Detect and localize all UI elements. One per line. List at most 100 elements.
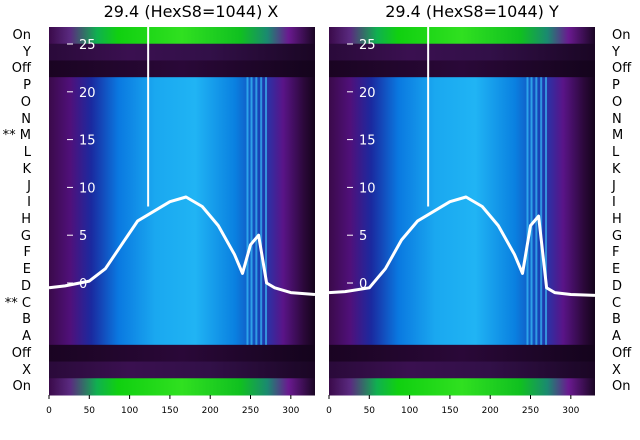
- x-tick-label: 100: [401, 406, 419, 416]
- row-label: ** C: [4, 295, 31, 311]
- row-label: B: [22, 312, 31, 328]
- heatmap-row: [49, 144, 315, 162]
- row-label: Off: [612, 61, 632, 77]
- heatmap-row: [329, 227, 595, 245]
- y-tick-label: 20: [359, 86, 376, 101]
- row-label: M: [612, 128, 624, 144]
- row-label: L: [23, 145, 31, 161]
- heatmap-row: [49, 378, 315, 396]
- y-tick-label: 20: [79, 86, 96, 101]
- y-tick-label: 10: [79, 181, 96, 196]
- x-tick-label: 200: [481, 406, 499, 416]
- heatmap-row: [49, 227, 315, 245]
- row-label: B: [612, 312, 621, 328]
- heatmap-streak: [255, 77, 258, 345]
- row-label: E: [612, 262, 621, 278]
- row-label: O: [612, 94, 623, 110]
- heatmap-row: [49, 93, 315, 112]
- row-label: On: [12, 28, 31, 43]
- row-label: P: [612, 78, 620, 94]
- heatmap-streak: [265, 77, 268, 345]
- heatmap-streak: [526, 77, 529, 345]
- x-tick-label: 0: [46, 406, 52, 416]
- y-tick-label: 15: [359, 134, 376, 149]
- heatmap-row: [49, 328, 315, 346]
- heatmap-row: [49, 261, 315, 279]
- heatmap-streak: [535, 77, 538, 345]
- row-label: G: [612, 228, 623, 244]
- row-label: Y: [612, 44, 620, 60]
- heatmap-row: [49, 311, 315, 329]
- y-tick-label: 0: [359, 277, 367, 292]
- row-label: ** M: [2, 128, 31, 144]
- heatmap-row: [329, 344, 595, 363]
- heatmap-row: [329, 294, 595, 312]
- heatmap-row: [329, 244, 595, 262]
- row-label: A: [612, 329, 621, 345]
- row-label: J: [612, 178, 616, 194]
- row-label: F: [23, 245, 31, 261]
- heatmap-row: [49, 60, 315, 78]
- heatmap-row: [49, 43, 315, 61]
- heatmap-row: [329, 378, 595, 396]
- heatmap-streak: [540, 77, 543, 345]
- row-label: N: [612, 111, 622, 127]
- x-tick-label: 300: [282, 406, 300, 416]
- heatmap-row: [329, 211, 595, 229]
- heatmap-row: [49, 110, 315, 128]
- heatmap-streak: [530, 77, 533, 345]
- chart-title-y: 29.4 (HexS8=1044) Y: [385, 2, 559, 21]
- heatmap-row: [49, 277, 315, 296]
- y-tick-label: 5: [359, 229, 367, 244]
- row-label: D: [20, 278, 31, 294]
- row-label: K: [22, 161, 31, 177]
- heatmap-row: [329, 177, 595, 195]
- heatmap-row: [49, 344, 315, 363]
- heatmap-row: [329, 93, 595, 112]
- y-tick-label: 15: [79, 134, 96, 149]
- heatmap-row: [329, 144, 595, 162]
- heatmap-row: [49, 77, 315, 95]
- row-label: H: [21, 212, 31, 227]
- heatmap-row: [329, 60, 595, 78]
- row-label: G: [20, 228, 31, 244]
- heatmap-row: [329, 77, 595, 95]
- row-label: On: [12, 379, 31, 395]
- row-label: C: [612, 295, 622, 311]
- x-tick-label: 100: [121, 406, 139, 416]
- row-label: N: [21, 111, 31, 127]
- row-label: J: [27, 178, 31, 194]
- heatmap-row: [49, 27, 315, 45]
- heatmap-streak: [250, 77, 253, 345]
- heatmap-row: [49, 127, 315, 145]
- heatmap-row: [49, 244, 315, 262]
- heatmap-row: [49, 194, 315, 212]
- row-label: E: [22, 262, 31, 278]
- heatmap-row: [329, 160, 595, 179]
- row-label: H: [612, 212, 622, 227]
- heatmap-row: [49, 177, 315, 195]
- heatmap-streak: [545, 77, 548, 345]
- x-tick-label: 200: [201, 406, 219, 416]
- row-label: Off: [11, 345, 31, 361]
- x-tick-label: 0: [326, 406, 332, 416]
- row-label: I: [27, 195, 31, 211]
- heatmap-row: [329, 277, 595, 296]
- x-tick-label: 250: [521, 406, 540, 416]
- x-tick-label: 50: [363, 406, 376, 416]
- y-tick-label: 0: [79, 277, 87, 292]
- heatmap-row: [329, 27, 595, 45]
- profile-line: [328, 195, 596, 297]
- row-label: L: [612, 145, 620, 161]
- chart-title-x: 29.4 (HexS8=1044) X: [103, 2, 279, 21]
- heatmap-row: [329, 311, 595, 329]
- row-label: Off: [11, 61, 31, 77]
- row-label: On: [612, 28, 631, 43]
- x-tick-label: 50: [83, 406, 96, 416]
- heatmap-row: [329, 43, 595, 61]
- x-tick-label: 300: [562, 406, 580, 416]
- y-tick-label: 25: [359, 38, 376, 53]
- y-tick-label: 5: [79, 229, 87, 244]
